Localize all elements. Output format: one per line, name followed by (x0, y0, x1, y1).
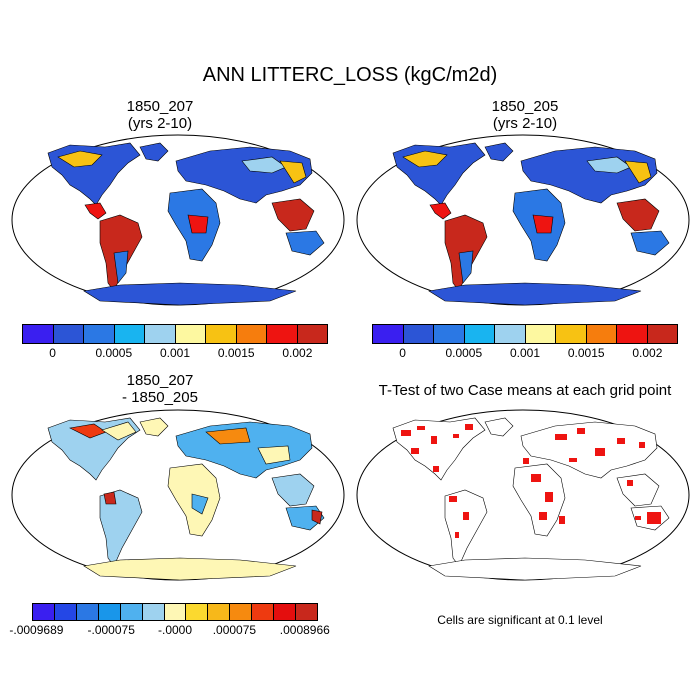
colorbar-tick-label: 0.0005 (445, 346, 483, 360)
significant-cells (401, 424, 661, 538)
panel1-title: 1850_207 (yrs 2-10) (60, 98, 260, 132)
colorbar-swatch (23, 325, 54, 343)
land-masses (392, 142, 670, 306)
colorbar-tick-label: 0.002 (632, 346, 663, 360)
ttest-note: Cells are significant at 0.1 level (437, 613, 603, 627)
colorbar-swatch (274, 604, 297, 620)
colorbar-tick-label: -.0009689 (9, 623, 64, 637)
colorbar-swatch (267, 325, 298, 343)
colorbar-swatch (252, 604, 275, 620)
colorbar-tick-label: 0 (49, 346, 56, 360)
figure-title: ANN LITTERC_LOSS (kgC/m2d) (202, 64, 498, 86)
colorbar-tick-label: -.000075 (87, 623, 135, 637)
colorbar-swatch (164, 604, 187, 620)
panel4-title: T-Test of two Case means at each grid po… (350, 382, 700, 399)
colorbar-swatch (434, 325, 465, 343)
colorbar-swatch (76, 604, 99, 620)
colorbar-swatch (236, 325, 267, 343)
colorbar-swatch (373, 325, 404, 343)
colorbar-tick-label: 0 (399, 346, 406, 360)
colorbar-tick-label: .000075 (212, 623, 257, 637)
land-outlines (392, 417, 670, 581)
colorbar-panel1-labels: 0 0.0005 0.001 0.0015 0.002 (22, 346, 328, 362)
colorbar-swatch (186, 604, 209, 620)
colorbar-swatch (145, 325, 176, 343)
colorbar-tick-label: 0.002 (282, 346, 313, 360)
colorbar-swatch (556, 325, 587, 343)
colorbar-swatch (297, 325, 327, 343)
colorbar-panel2-labels: 0 0.0005 0.001 0.0015 0.002 (372, 346, 678, 362)
colorbar-panel2 (372, 324, 678, 344)
colorbar-swatch (403, 325, 434, 343)
colorbar-swatch (142, 604, 165, 620)
colorbar-swatch (53, 325, 84, 343)
colorbar-swatch (84, 325, 115, 343)
colorbar-swatch (495, 325, 526, 343)
colorbar-swatch (33, 604, 55, 620)
panel3-title-line2: - 1850_205 (122, 389, 198, 406)
panel1-title-line1: 1850_207 (126, 98, 194, 115)
panel2-title-line2: (yrs 2-10) (492, 115, 558, 132)
colorbar-swatch (54, 604, 77, 620)
colorbar-swatch (464, 325, 495, 343)
colorbar-swatch (230, 604, 253, 620)
colorbar-swatch (114, 325, 145, 343)
map-panel-1850-207 (10, 133, 346, 307)
colorbar-swatch (647, 325, 677, 343)
colorbar-swatch (617, 325, 648, 343)
colorbar-swatch (206, 325, 237, 343)
map-panel-ttest (355, 408, 691, 582)
colorbar-tick-label: .0008966 (279, 623, 330, 637)
map-panel-difference (10, 408, 346, 582)
map-panel-1850-205 (355, 133, 691, 307)
land-masses (47, 417, 325, 581)
panel2-title-line1: 1850_205 (491, 98, 559, 115)
colorbar-swatch (98, 604, 121, 620)
colorbar-swatch (208, 604, 231, 620)
panel3-title: 1850_207 - 1850_205 (60, 372, 260, 406)
colorbar-difference-labels: -.0009689 -.000075 -.0000 .000075 .0008966 (9, 623, 329, 639)
colorbar-difference (32, 603, 318, 621)
colorbar-tick-label: 0.001 (159, 346, 191, 360)
panel3-title-line1: 1850_207 (126, 372, 194, 389)
colorbar-swatch (525, 325, 556, 343)
panel4-title-line1: T-Test of two Case means at each grid po… (378, 382, 672, 399)
panel2-title: 1850_205 (yrs 2-10) (425, 98, 625, 132)
colorbar-tick-label: 0.001 (509, 346, 541, 360)
colorbar-tick-label: 0.0015 (567, 346, 605, 360)
colorbar-panel1 (22, 324, 328, 344)
colorbar-tick-label: 0.0015 (217, 346, 255, 360)
colorbar-tick-label: -.0000 (157, 623, 193, 637)
colorbar-swatch (586, 325, 617, 343)
land-masses (47, 142, 325, 306)
colorbar-swatch (175, 325, 206, 343)
colorbar-tick-label: 0.0005 (95, 346, 133, 360)
panel1-title-line2: (yrs 2-10) (127, 115, 193, 132)
colorbar-swatch (296, 604, 317, 620)
colorbar-swatch (120, 604, 143, 620)
